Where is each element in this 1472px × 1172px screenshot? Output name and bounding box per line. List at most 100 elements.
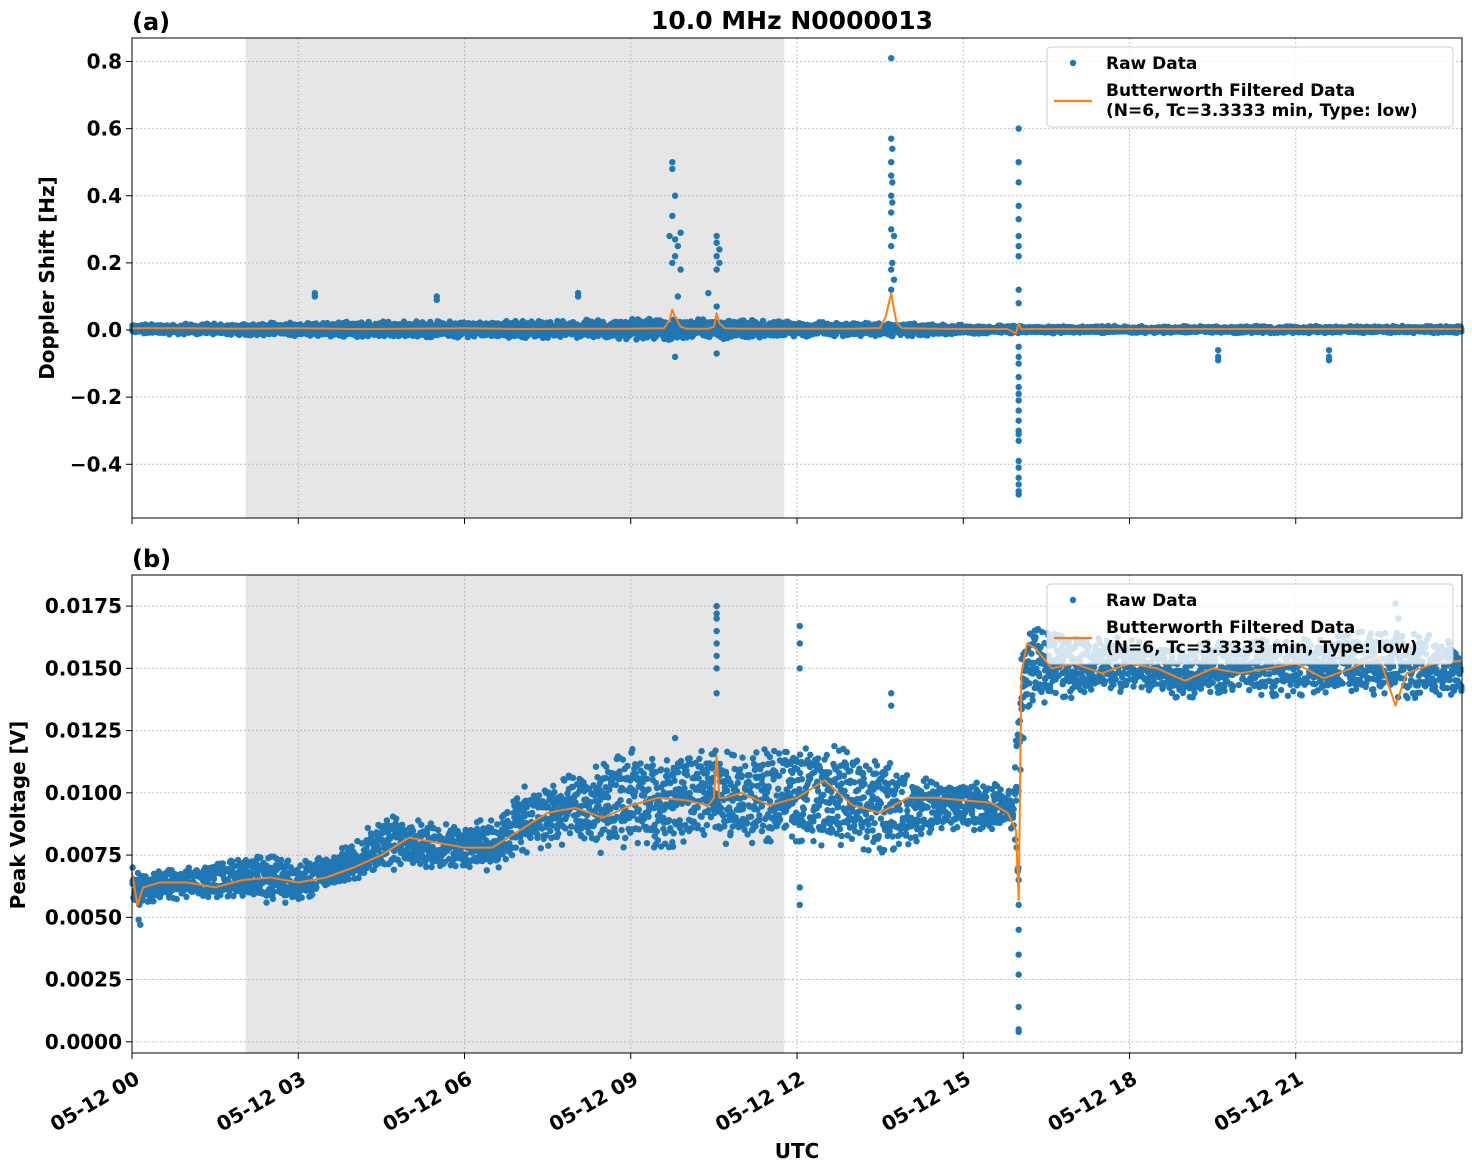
raw-data-point bbox=[1015, 353, 1022, 361]
raw-data-point bbox=[1015, 125, 1022, 132]
raw-data-point bbox=[1015, 430, 1022, 438]
raw-data-point bbox=[666, 232, 673, 240]
raw-data-point bbox=[282, 899, 289, 906]
panel-b-peak-voltage: (b) 0.00000.00250.00500.00750.01000.0125… bbox=[6, 545, 1465, 1163]
raw-data-point bbox=[1015, 464, 1022, 471]
raw-data-point bbox=[671, 236, 679, 243]
raw-data-point bbox=[183, 893, 190, 901]
raw-data-point bbox=[1015, 491, 1022, 498]
raw-data-point bbox=[713, 303, 720, 310]
raw-data-point bbox=[1015, 202, 1022, 210]
raw-data-point bbox=[677, 266, 684, 273]
raw-data-point bbox=[669, 212, 676, 220]
raw-data-point bbox=[671, 252, 679, 260]
y-tick-label: 0.2 bbox=[87, 251, 122, 275]
raw-data-point bbox=[1015, 481, 1022, 488]
raw-data-point bbox=[1214, 357, 1222, 364]
y-tick-label: −0.2 bbox=[70, 385, 122, 409]
raw-data-point bbox=[313, 884, 320, 891]
raw-data-point bbox=[1015, 179, 1022, 186]
raw-data-point bbox=[257, 854, 264, 861]
raw-data-point bbox=[1015, 373, 1022, 381]
raw-data-point bbox=[669, 259, 676, 267]
raw-data-point bbox=[1015, 242, 1022, 250]
raw-data-point bbox=[1325, 346, 1333, 354]
raw-data-point bbox=[889, 145, 896, 152]
raw-data-point bbox=[671, 353, 679, 361]
y-tick-label: −0.4 bbox=[70, 452, 122, 476]
legend-filtered-label: Butterworth Filtered Data bbox=[1106, 81, 1355, 101]
raw-data-point bbox=[173, 895, 180, 903]
panel-b-label: (b) bbox=[132, 545, 171, 573]
raw-data-point bbox=[713, 266, 720, 273]
raw-data-point bbox=[263, 899, 270, 906]
raw-data-point bbox=[1015, 397, 1022, 404]
raw-data-point bbox=[888, 54, 895, 62]
raw-data-point bbox=[669, 165, 676, 173]
raw-data-point bbox=[1015, 407, 1022, 414]
panel-a-ylabel: Doppler Shift [Hz] bbox=[35, 176, 59, 380]
raw-data-point bbox=[1325, 357, 1333, 364]
raw-data-point bbox=[713, 239, 720, 246]
y-tick-label: 0.8 bbox=[87, 49, 122, 73]
raw-data-point bbox=[1015, 216, 1022, 223]
raw-data-point bbox=[888, 172, 895, 179]
raw-data-point bbox=[1015, 417, 1022, 424]
raw-data-point bbox=[888, 226, 895, 233]
raw-data-point bbox=[713, 252, 720, 260]
panel-a-y-ticks: −0.4−0.20.00.20.40.60.8 bbox=[70, 49, 132, 476]
panel-a-doppler: (a) −0.4−0.20.00.20.40.60.8 Doppler Shif… bbox=[35, 8, 1465, 524]
raw-data-point bbox=[669, 158, 676, 166]
raw-data-point bbox=[716, 259, 723, 267]
legend-raw-label: Raw Data bbox=[1106, 54, 1197, 74]
raw-data-point bbox=[888, 266, 895, 273]
raw-data-point bbox=[889, 259, 896, 267]
raw-data-point bbox=[150, 897, 157, 905]
raw-data-point bbox=[210, 875, 218, 883]
figure-title: 10.0 MHz N0000013 bbox=[651, 6, 933, 35]
raw-data-point bbox=[311, 293, 319, 300]
raw-data-point bbox=[269, 895, 277, 903]
raw-data-point bbox=[1015, 232, 1022, 240]
legend-filtered-params: (N=6, Tc=3.3333 min, Type: low) bbox=[1106, 101, 1418, 121]
raw-data-point bbox=[716, 246, 723, 253]
raw-data-point bbox=[888, 158, 895, 166]
raw-data-point bbox=[1015, 158, 1022, 166]
panel-a-label: (a) bbox=[132, 8, 170, 36]
raw-data-point bbox=[1015, 360, 1022, 367]
raw-data-point bbox=[298, 894, 305, 901]
y-tick-label: 0.0 bbox=[87, 318, 122, 342]
raw-data-point bbox=[674, 242, 682, 250]
panel-a-shaded-region bbox=[245, 38, 785, 518]
raw-data-point bbox=[674, 293, 682, 300]
raw-data-point bbox=[888, 135, 895, 142]
raw-data-point bbox=[888, 192, 895, 199]
raw-data-point bbox=[297, 862, 304, 869]
raw-data-point bbox=[1015, 252, 1022, 260]
raw-data-point bbox=[889, 179, 896, 186]
raw-data-point bbox=[713, 350, 720, 357]
raw-data-point bbox=[890, 276, 898, 283]
raw-data-point bbox=[888, 209, 895, 216]
raw-data-point bbox=[1015, 343, 1022, 351]
raw-data-point bbox=[433, 296, 440, 304]
raw-data-point bbox=[677, 229, 684, 236]
raw-data-point bbox=[1015, 437, 1022, 444]
raw-data-point bbox=[284, 857, 292, 864]
raw-data-point bbox=[1015, 474, 1022, 481]
raw-data-point bbox=[1015, 299, 1022, 307]
raw-data-point bbox=[889, 199, 896, 206]
raw-data-point bbox=[1015, 390, 1022, 398]
raw-data-point bbox=[1015, 286, 1022, 293]
raw-data-point bbox=[1015, 457, 1022, 465]
raw-data-point bbox=[574, 293, 582, 300]
raw-data-point bbox=[705, 289, 712, 297]
raw-data-point bbox=[308, 891, 316, 898]
raw-data-point bbox=[1214, 346, 1222, 354]
raw-data-point bbox=[713, 232, 720, 240]
legend-raw-marker bbox=[1069, 59, 1077, 67]
raw-data-point bbox=[890, 232, 898, 240]
raw-data-point bbox=[129, 864, 136, 871]
y-tick-label: 0.6 bbox=[87, 117, 122, 141]
